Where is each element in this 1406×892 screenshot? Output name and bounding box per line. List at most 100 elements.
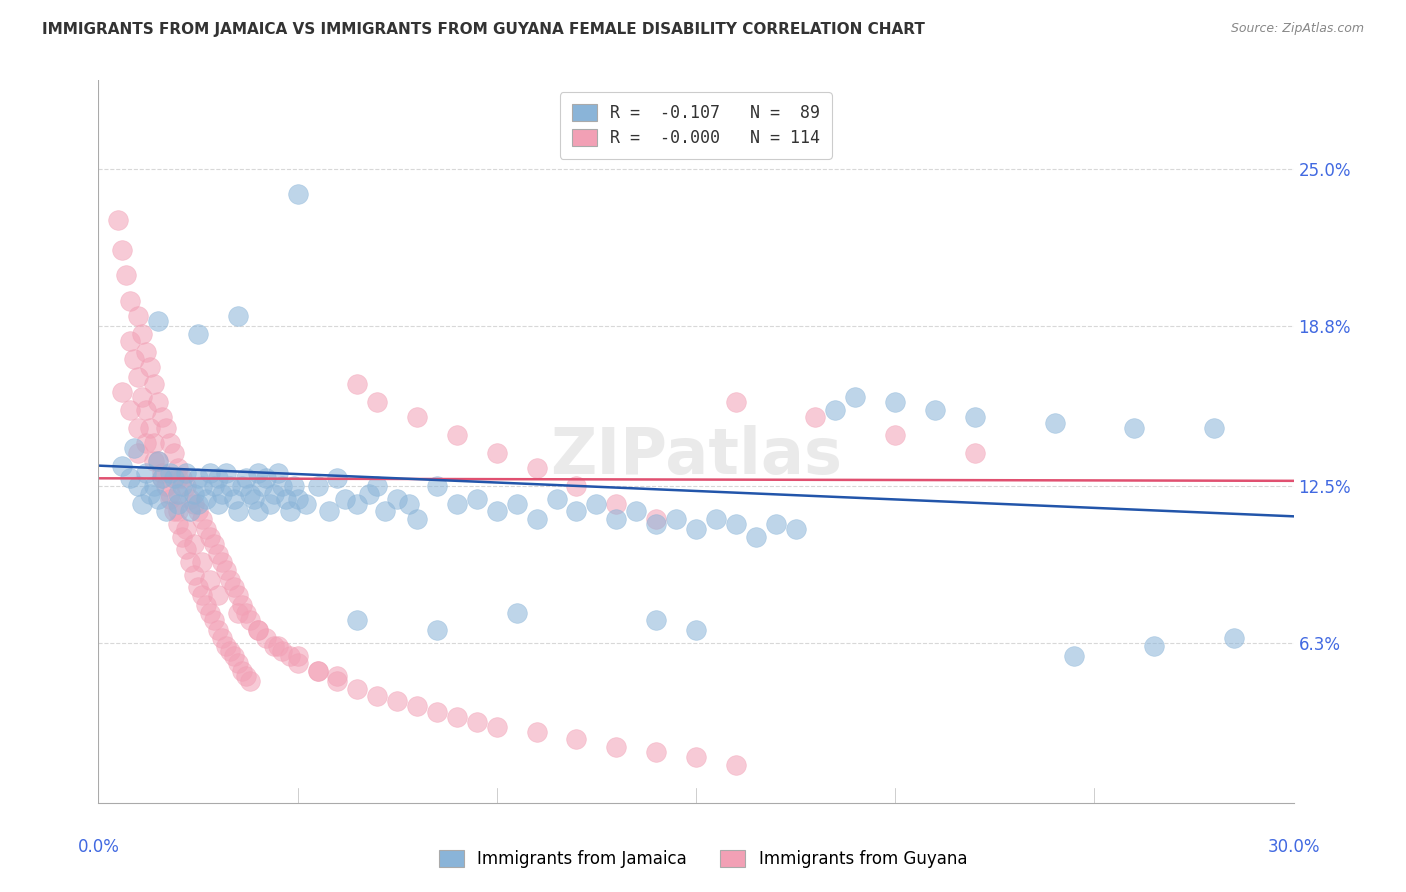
Point	[307, 479, 329, 493]
Point	[254, 631, 277, 645]
Point	[135, 402, 157, 417]
Point	[366, 479, 388, 493]
Point	[179, 491, 201, 506]
Point	[366, 690, 388, 704]
Point	[111, 385, 134, 400]
Point	[159, 486, 181, 500]
Point	[215, 563, 238, 577]
Point	[207, 624, 229, 638]
Point	[120, 402, 142, 417]
Point	[446, 497, 468, 511]
Point	[155, 420, 177, 434]
Point	[124, 441, 146, 455]
Point	[215, 639, 238, 653]
Point	[159, 467, 181, 481]
Point	[235, 606, 257, 620]
Point	[202, 537, 225, 551]
Point	[163, 446, 186, 460]
Point	[963, 410, 986, 425]
Point	[211, 486, 233, 500]
Point	[446, 428, 468, 442]
Text: Source: ZipAtlas.com: Source: ZipAtlas.com	[1230, 22, 1364, 36]
Point	[426, 705, 449, 719]
Point	[222, 648, 245, 663]
Point	[263, 639, 285, 653]
Point	[139, 359, 162, 374]
Point	[645, 516, 668, 531]
Point	[526, 512, 548, 526]
Point	[685, 750, 707, 764]
Point	[131, 326, 153, 341]
Point	[565, 504, 588, 518]
Point	[150, 410, 173, 425]
Point	[174, 467, 197, 481]
Point	[150, 467, 173, 481]
Point	[385, 491, 409, 506]
Point	[111, 243, 134, 257]
Point	[239, 674, 262, 689]
Point	[191, 555, 214, 569]
Point	[207, 547, 229, 561]
Point	[155, 504, 177, 518]
Point	[406, 512, 429, 526]
Text: 0.0%: 0.0%	[77, 838, 120, 856]
Point	[546, 491, 568, 506]
Point	[326, 674, 349, 689]
Point	[366, 395, 388, 409]
Point	[124, 352, 146, 367]
Point	[172, 479, 194, 493]
Point	[359, 486, 381, 500]
Point	[207, 471, 229, 485]
Point	[143, 479, 166, 493]
Point	[231, 479, 253, 493]
Point	[195, 491, 218, 506]
Point	[235, 669, 257, 683]
Point	[263, 486, 285, 500]
Point	[120, 334, 142, 349]
Point	[131, 497, 153, 511]
Point	[605, 512, 627, 526]
Point	[605, 497, 627, 511]
Point	[605, 739, 627, 754]
Point	[235, 471, 257, 485]
Point	[294, 497, 316, 511]
Point	[785, 522, 807, 536]
Point	[174, 542, 197, 557]
Point	[254, 471, 277, 485]
Point	[167, 461, 190, 475]
Text: ZIPatlas: ZIPatlas	[550, 425, 842, 487]
Point	[174, 522, 197, 536]
Point	[148, 453, 170, 467]
Point	[239, 613, 262, 627]
Point	[626, 504, 648, 518]
Point	[167, 497, 190, 511]
Point	[172, 530, 194, 544]
Point	[283, 479, 305, 493]
Point	[155, 479, 177, 493]
Point	[645, 613, 668, 627]
Point	[111, 458, 134, 473]
Point	[645, 745, 668, 759]
Point	[765, 516, 787, 531]
Point	[406, 410, 429, 425]
Point	[159, 435, 181, 450]
Point	[485, 446, 508, 460]
Point	[187, 471, 209, 485]
Point	[167, 471, 190, 485]
Point	[187, 497, 209, 511]
Point	[167, 516, 190, 531]
Point	[167, 504, 190, 518]
Point	[183, 486, 205, 500]
Point	[704, 512, 727, 526]
Point	[195, 598, 218, 612]
Point	[685, 624, 707, 638]
Point	[198, 573, 221, 587]
Point	[665, 512, 688, 526]
Point	[724, 516, 747, 531]
Point	[226, 309, 249, 323]
Point	[804, 410, 827, 425]
Point	[222, 491, 245, 506]
Point	[398, 497, 420, 511]
Point	[139, 420, 162, 434]
Point	[239, 486, 262, 500]
